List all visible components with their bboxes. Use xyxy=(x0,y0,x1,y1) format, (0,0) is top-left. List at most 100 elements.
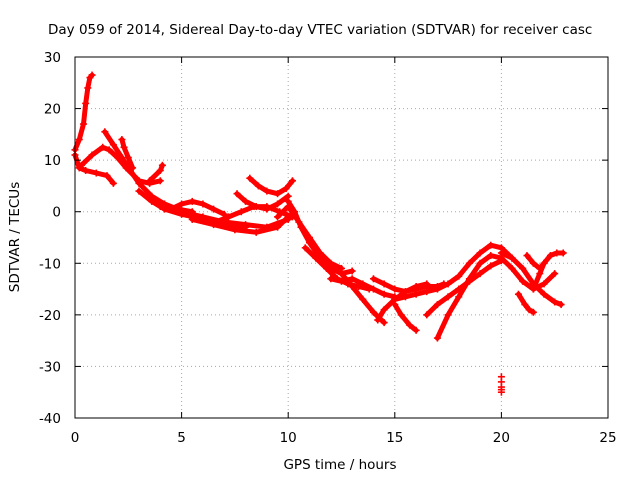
data-point xyxy=(188,197,196,205)
data-point xyxy=(338,270,345,278)
data-point xyxy=(156,166,164,174)
data-point xyxy=(274,200,282,208)
data-point xyxy=(455,285,463,293)
data-point xyxy=(529,285,537,293)
data-point xyxy=(359,295,367,303)
data-point xyxy=(282,185,290,193)
data-point xyxy=(529,308,537,316)
data-point xyxy=(109,179,117,187)
series-trace-arc-12 xyxy=(247,175,295,197)
data-point xyxy=(118,136,126,144)
data-point xyxy=(120,143,128,151)
x-axis-label: GPS time / hours xyxy=(283,457,396,473)
x-tick-label: 0 xyxy=(71,430,80,446)
data-point xyxy=(551,298,559,306)
plot-frame xyxy=(74,56,609,419)
series-trace-arc-8 xyxy=(168,198,227,217)
y-tick-label: 30 xyxy=(44,50,61,66)
data-point xyxy=(135,187,143,195)
y-tick-label: -30 xyxy=(39,359,61,375)
data-point xyxy=(312,254,320,262)
data-point xyxy=(101,128,109,136)
data-point xyxy=(77,161,85,169)
data-point xyxy=(536,264,544,272)
data-point xyxy=(487,252,495,260)
series-trace-arc-10 xyxy=(189,214,291,235)
data-point xyxy=(75,136,83,144)
data-point xyxy=(391,301,399,309)
data-point xyxy=(369,308,377,316)
data-point xyxy=(455,293,463,301)
data-point xyxy=(433,285,441,293)
data-point xyxy=(508,264,516,272)
data-point xyxy=(412,326,420,334)
data-point xyxy=(348,275,356,283)
data-point xyxy=(188,215,196,223)
data-point xyxy=(252,228,260,236)
data-point xyxy=(88,71,96,79)
data-point xyxy=(374,316,382,324)
data-point xyxy=(553,249,561,257)
data-point xyxy=(84,84,92,92)
y-axis-label: SDTVAR / TECUs xyxy=(7,182,23,292)
series-trace-arc-27 xyxy=(516,291,536,315)
data-point xyxy=(406,321,414,329)
data-point xyxy=(250,203,258,211)
data-point xyxy=(557,301,565,309)
data-point xyxy=(397,311,405,319)
data-point xyxy=(212,218,220,226)
data-point xyxy=(444,293,452,301)
data-point xyxy=(551,270,559,278)
data-point xyxy=(380,280,388,288)
x-tick-label: 5 xyxy=(177,430,186,446)
data-point xyxy=(210,205,218,213)
data-point xyxy=(369,275,377,283)
data-point xyxy=(274,213,282,221)
data-point xyxy=(301,244,309,252)
data-point xyxy=(525,306,533,314)
data-point xyxy=(291,208,299,216)
data-point xyxy=(323,264,331,272)
data-point xyxy=(412,282,420,290)
data-point xyxy=(423,288,431,296)
data-point xyxy=(109,141,117,149)
series-trace-arc-7 xyxy=(119,137,136,171)
data-point xyxy=(297,223,305,231)
data-point xyxy=(246,174,254,182)
data-point xyxy=(433,334,441,342)
data-point xyxy=(288,177,296,185)
data-point xyxy=(487,241,495,249)
data-point xyxy=(380,319,388,327)
data-point xyxy=(519,264,527,272)
data-point xyxy=(124,154,132,162)
data-point xyxy=(444,280,452,288)
x-tick-label: 10 xyxy=(280,430,297,446)
data-point xyxy=(225,213,233,221)
data-point xyxy=(401,293,409,301)
data-point xyxy=(476,259,484,267)
data-point xyxy=(412,290,420,298)
data-point xyxy=(433,301,441,309)
data-point xyxy=(158,161,166,169)
series-trace-arc-24 xyxy=(424,258,504,318)
y-tick-label: -20 xyxy=(39,308,61,324)
data-point xyxy=(82,166,90,174)
data-series xyxy=(71,71,567,396)
data-point xyxy=(476,270,484,278)
data-point xyxy=(444,311,452,319)
data-point xyxy=(88,151,96,159)
grid-lines xyxy=(75,57,608,418)
data-point xyxy=(540,290,548,298)
y-tick-label: 10 xyxy=(44,153,61,169)
data-point xyxy=(129,164,137,172)
data-point xyxy=(529,259,537,267)
data-point xyxy=(348,267,356,275)
data-point xyxy=(274,190,282,198)
data-point xyxy=(514,290,522,298)
data-point xyxy=(80,120,88,128)
data-point xyxy=(237,208,245,216)
data-point xyxy=(540,259,548,267)
data-point xyxy=(476,249,484,257)
data-point xyxy=(263,187,271,195)
